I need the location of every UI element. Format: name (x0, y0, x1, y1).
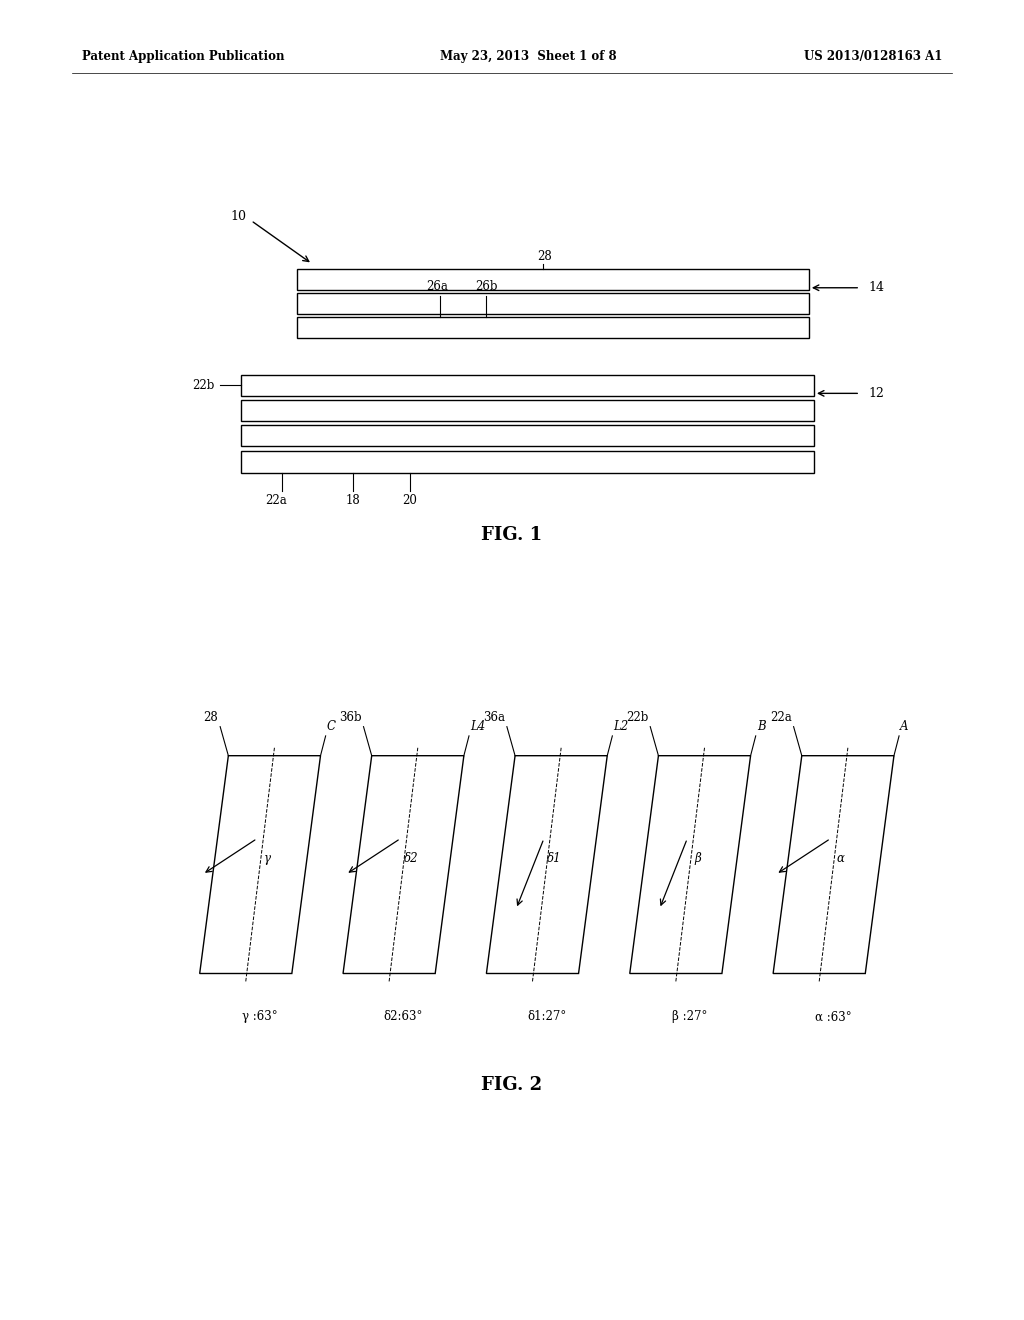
Text: δ2:63°: δ2:63° (384, 1011, 423, 1023)
Text: 20: 20 (402, 494, 417, 507)
Text: β :27°: β :27° (673, 1011, 708, 1023)
Text: 22a: 22a (265, 494, 288, 507)
Text: 14: 14 (868, 281, 885, 294)
Text: FIG. 2: FIG. 2 (481, 1076, 543, 1094)
Polygon shape (200, 755, 321, 974)
Text: L4: L4 (470, 721, 485, 734)
Text: FIG. 1: FIG. 1 (481, 525, 543, 544)
Text: 26a: 26a (426, 280, 449, 293)
Text: 22b: 22b (626, 711, 648, 723)
Text: 26b: 26b (475, 280, 498, 293)
Text: Patent Application Publication: Patent Application Publication (82, 50, 285, 63)
Polygon shape (486, 755, 607, 974)
Bar (297, 269, 809, 290)
Text: May 23, 2013  Sheet 1 of 8: May 23, 2013 Sheet 1 of 8 (440, 50, 616, 63)
Text: L2: L2 (613, 721, 629, 734)
Text: 10: 10 (230, 210, 247, 223)
Text: A: A (900, 721, 908, 734)
Bar (297, 317, 809, 338)
Text: β: β (694, 851, 700, 865)
Text: δ1:27°: δ1:27° (527, 1011, 566, 1023)
Text: 12: 12 (868, 387, 885, 400)
Bar (241, 451, 814, 473)
Text: B: B (757, 721, 765, 734)
Text: 28: 28 (538, 249, 552, 263)
Text: δ1: δ1 (547, 851, 561, 865)
Bar (241, 400, 814, 421)
Polygon shape (630, 755, 751, 974)
Text: US 2013/0128163 A1: US 2013/0128163 A1 (804, 50, 942, 63)
Text: γ :63°: γ :63° (243, 1011, 278, 1023)
Text: C: C (327, 721, 336, 734)
Text: 28: 28 (204, 711, 218, 723)
Text: 18: 18 (346, 494, 360, 507)
Bar (241, 375, 814, 396)
Bar (297, 293, 809, 314)
Polygon shape (773, 755, 894, 974)
Text: α :63°: α :63° (815, 1011, 852, 1023)
Text: 22b: 22b (193, 379, 215, 392)
Text: γ: γ (264, 851, 271, 865)
Text: δ2: δ2 (403, 851, 418, 865)
Polygon shape (343, 755, 464, 974)
Text: 36a: 36a (483, 711, 505, 723)
Bar (241, 425, 814, 446)
Text: α: α (837, 851, 845, 865)
Text: 36b: 36b (339, 711, 361, 723)
Text: 22a: 22a (770, 711, 792, 723)
